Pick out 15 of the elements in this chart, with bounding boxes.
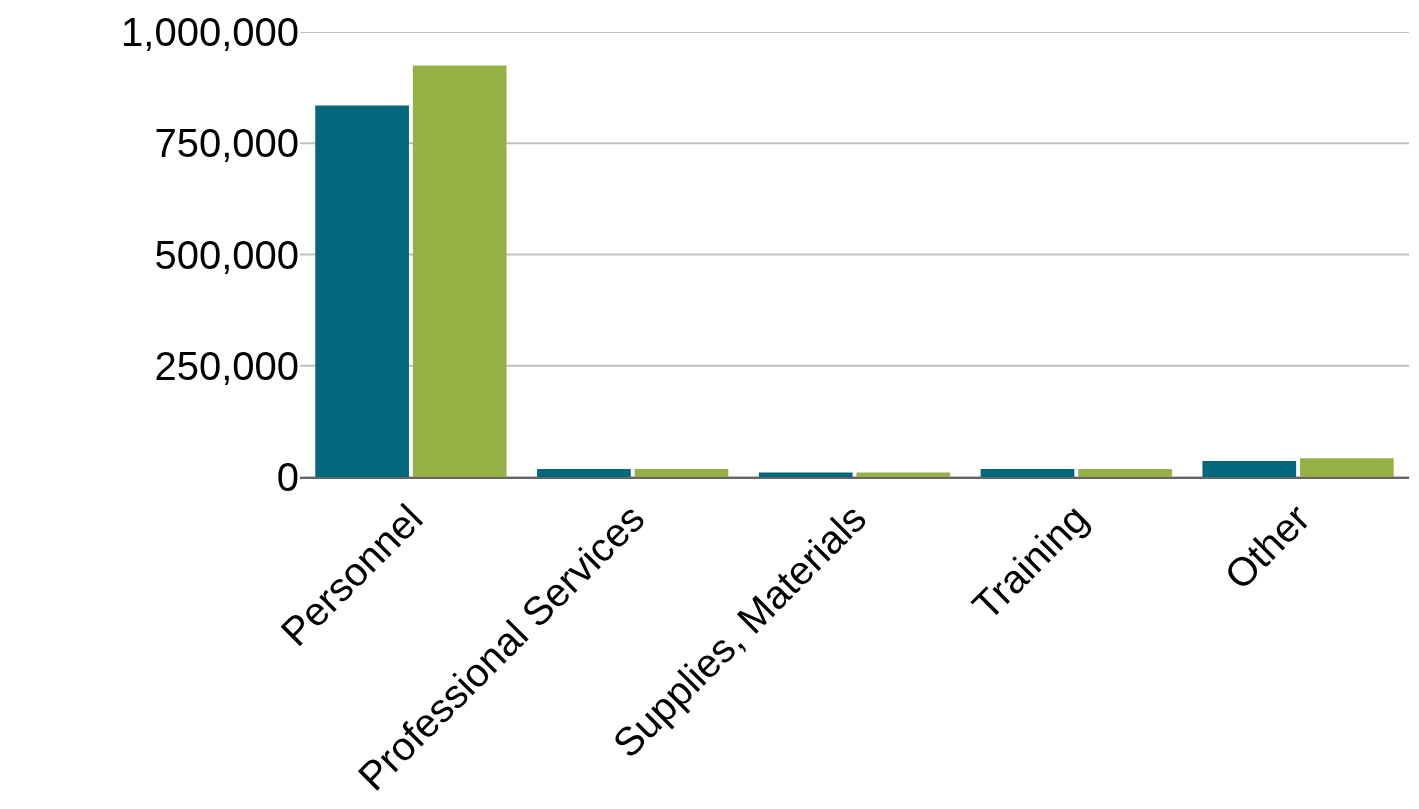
bar	[1202, 460, 1297, 477]
bar	[537, 468, 631, 477]
y-tick-label: 250,000	[154, 343, 299, 388]
bar	[1078, 468, 1172, 477]
bar	[980, 468, 1075, 477]
y-tick-label: 0	[276, 455, 299, 499]
bar	[758, 472, 853, 477]
y-tick-label: 500,000	[154, 232, 299, 277]
bar	[315, 105, 409, 477]
bar	[856, 472, 951, 477]
bar	[412, 65, 507, 477]
bar	[1300, 458, 1394, 477]
y-tick-label: 750,000	[154, 121, 299, 166]
bar	[634, 468, 729, 477]
y-tick-label: 1,000,000	[121, 10, 299, 54]
